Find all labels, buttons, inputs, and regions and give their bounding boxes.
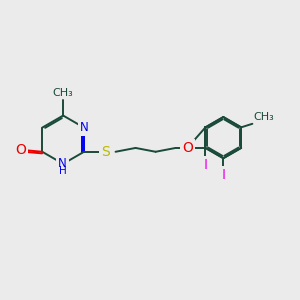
Text: O: O: [182, 141, 193, 155]
Text: N: N: [58, 157, 67, 170]
Text: H: H: [59, 166, 66, 176]
Text: S: S: [101, 145, 110, 159]
Text: I: I: [221, 168, 225, 182]
Text: CH₃: CH₃: [254, 112, 274, 122]
Text: CH₃: CH₃: [53, 88, 74, 98]
Text: O: O: [15, 143, 26, 157]
Text: I: I: [203, 158, 208, 172]
Text: N: N: [80, 121, 88, 134]
